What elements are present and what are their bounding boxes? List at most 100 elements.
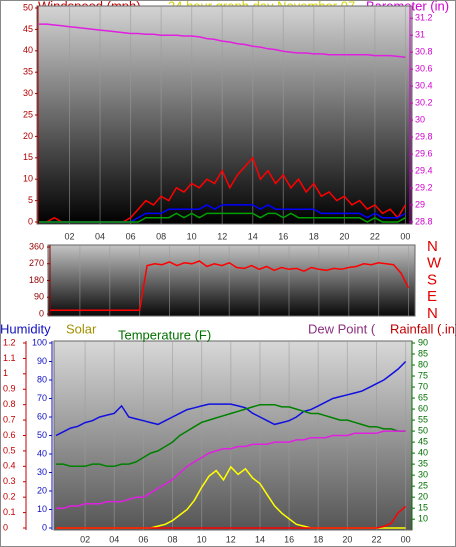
x-tick-label: 04 [95, 231, 105, 241]
y-tick-label: 29 [415, 199, 425, 209]
y-tick-label: S [427, 271, 437, 288]
y-tick-label: 0 [39, 308, 44, 318]
series-line [55, 360, 407, 437]
y-tick-label: N [427, 238, 438, 255]
y-tick-label: 0.2 [3, 492, 16, 502]
x-tick-label: 08 [168, 534, 178, 544]
y-tick-label: 50 [23, 2, 33, 12]
y-tick-label: 75 [418, 370, 428, 380]
y-tick-label: 10 [37, 504, 47, 514]
y-tick-label: 40 [37, 448, 47, 458]
y-tick-label: 65 [418, 392, 428, 402]
y-tick-label: 85 [418, 348, 428, 358]
y-tick-label: 90 [418, 337, 428, 347]
series-line [39, 212, 406, 223]
x-tick-label: 16 [278, 231, 288, 241]
y-tick-label: 80 [418, 359, 428, 369]
y-tick-label: 70 [37, 393, 47, 403]
y-tick-label: 50 [37, 430, 47, 440]
x-tick-label: 06 [126, 231, 136, 241]
x-tick-label: 04 [109, 534, 119, 544]
y-tick-label: 35 [418, 459, 428, 469]
series-line [56, 403, 406, 468]
y-tick-label: W [427, 255, 442, 272]
y-tick-label: 60 [37, 411, 47, 421]
x-tick-label: 12 [217, 231, 227, 241]
y-tick-label: N [427, 305, 438, 322]
y-tick-label: 0.5 [3, 445, 16, 455]
y-tick-label: 30.8 [415, 47, 433, 57]
y-tick-label: 30.6 [415, 64, 433, 74]
plot-area [47, 244, 416, 317]
y-tick-label: 31.2 [415, 13, 433, 23]
legend-label: Rainfall (.in) [390, 321, 456, 336]
y-tick-label: 31 [415, 30, 425, 40]
x-tick-label: 08 [156, 231, 166, 241]
y-tick-label: 30.2 [415, 97, 433, 107]
x-tick-label: 02 [80, 534, 90, 544]
series-line [50, 260, 410, 312]
y-tick-label: 20 [418, 492, 428, 502]
y-tick-label: 15 [23, 152, 33, 162]
x-tick-label: 22 [371, 534, 381, 544]
y-tick-label: 55 [418, 414, 428, 424]
y-tick-label: 360 [29, 241, 44, 251]
y-tick-label: 29.2 [415, 182, 433, 192]
y-tick-label: 15 [418, 503, 428, 513]
y-tick-label: 180 [29, 275, 44, 285]
series-line [56, 505, 407, 529]
y-tick-label: 35 [23, 67, 33, 77]
x-tick-label: 18 [313, 534, 323, 544]
legend-label: Humidity [0, 321, 51, 336]
x-tick-label: 20 [342, 534, 352, 544]
y-tick-label: 28.8 [415, 216, 433, 226]
y-tick-label: 270 [29, 258, 44, 268]
y-tick-label: 25 [23, 109, 33, 119]
y-tick-label: 80 [37, 374, 47, 384]
y-tick-label: 0 [42, 522, 47, 532]
plot-area [53, 340, 413, 531]
y-tick-label: 90 [37, 356, 47, 366]
y-tick-label: 90 [34, 292, 44, 302]
y-tick-label: 0.6 [3, 430, 16, 440]
y-tick-label: 30 [418, 470, 428, 480]
y-tick-label: 30 [37, 467, 47, 477]
y-tick-label: 40 [418, 447, 428, 457]
y-tick-label: 1.2 [3, 337, 16, 347]
y-tick-label: 0.7 [3, 414, 16, 424]
series-line [39, 23, 406, 59]
x-tick-label: 00 [400, 231, 410, 241]
y-tick-label: 30.4 [415, 81, 433, 91]
x-tick-label: 16 [284, 534, 294, 544]
y-tick-label: 60 [418, 403, 428, 413]
y-tick-label: 0.1 [3, 507, 16, 517]
y-tick-label: 50 [418, 425, 428, 435]
y-tick-label: 0 [28, 216, 33, 226]
x-tick-label: 06 [138, 534, 148, 544]
plot-area [36, 5, 413, 225]
y-tick-label: 30 [23, 88, 33, 98]
x-tick-label: 12 [226, 534, 236, 544]
x-tick-label: 14 [255, 534, 265, 544]
y-tick-label: 1.1 [3, 353, 16, 363]
legend-label: Solar [66, 321, 97, 336]
y-tick-label: 70 [418, 381, 428, 391]
y-tick-label: E [427, 288, 437, 305]
y-tick-label: 29.6 [415, 148, 433, 158]
y-tick-label: 10 [418, 514, 428, 524]
series-line [56, 430, 406, 509]
x-tick-label: 18 [309, 231, 319, 241]
y-tick-label: 29.8 [415, 131, 433, 141]
x-tick-label: 20 [339, 231, 349, 241]
y-tick-label: 45 [418, 436, 428, 446]
y-tick-label: 0 [3, 522, 8, 532]
y-tick-label: 0.3 [3, 476, 16, 486]
y-tick-label: 0.8 [3, 399, 16, 409]
y-tick-label: 45 [23, 24, 33, 34]
y-tick-label: 0.4 [3, 461, 16, 471]
x-tick-label: 00 [401, 534, 411, 544]
x-tick-label: 02 [65, 231, 75, 241]
y-tick-label: 10 [23, 174, 33, 184]
y-tick-label: 1 [3, 368, 8, 378]
